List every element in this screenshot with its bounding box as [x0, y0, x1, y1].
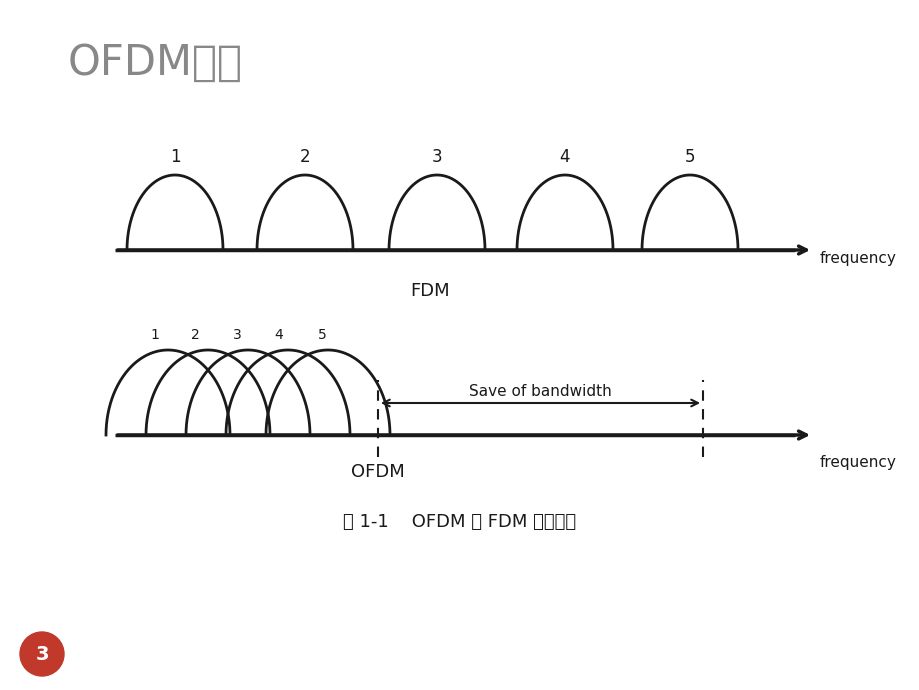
- Text: 5: 5: [684, 148, 695, 166]
- Circle shape: [20, 632, 64, 676]
- Text: FDM: FDM: [410, 282, 449, 300]
- Text: 2: 2: [190, 328, 199, 342]
- Text: 1: 1: [151, 328, 159, 342]
- Text: 5: 5: [317, 328, 326, 342]
- Text: frequency: frequency: [819, 251, 896, 266]
- Text: 3: 3: [233, 328, 241, 342]
- Text: OFDM簡介: OFDM簡介: [68, 42, 243, 84]
- Text: 4: 4: [275, 328, 283, 342]
- Text: frequency: frequency: [819, 455, 896, 471]
- Text: 4: 4: [559, 148, 570, 166]
- Text: 3: 3: [35, 644, 49, 664]
- Text: Save of bandwidth: Save of bandwidth: [469, 384, 611, 399]
- Text: 3: 3: [431, 148, 442, 166]
- Text: OFDM: OFDM: [351, 463, 404, 481]
- Text: 圖 1-1    OFDM 與 FDM 頻譜比較: 圖 1-1 OFDM 與 FDM 頻譜比較: [343, 513, 576, 531]
- Text: 1: 1: [169, 148, 180, 166]
- Text: 2: 2: [300, 148, 310, 166]
